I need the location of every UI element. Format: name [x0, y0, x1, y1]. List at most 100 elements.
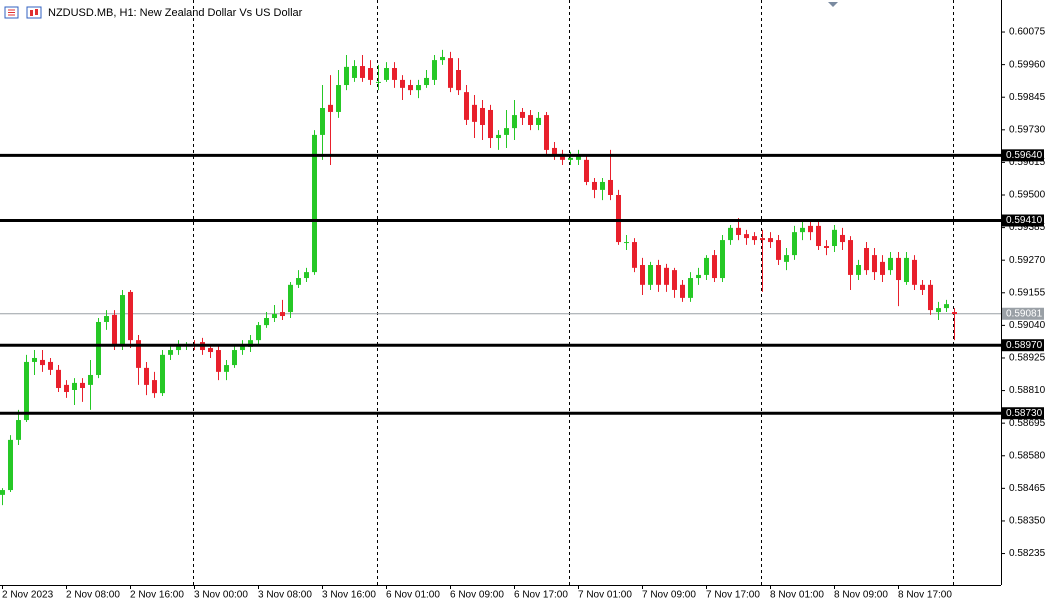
candle-body — [384, 68, 389, 80]
candle-body — [448, 58, 453, 88]
x-tick-label: 7 Nov 17:00 — [706, 590, 760, 601]
candle-body — [40, 359, 45, 366]
candle-body — [24, 361, 29, 421]
level-label-box — [1002, 214, 1044, 227]
candle-body — [232, 350, 237, 366]
candle-body — [832, 229, 837, 247]
x-tick-label: 2 Nov 08:00 — [66, 590, 120, 601]
candle-body — [560, 153, 565, 160]
candle-body — [88, 374, 93, 385]
candle-body — [56, 369, 61, 389]
candle-body — [408, 85, 413, 91]
candle-body — [736, 227, 741, 235]
candle-body — [272, 314, 277, 319]
candle-body — [304, 272, 309, 279]
candle-body — [488, 109, 493, 139]
y-tick-label: 0.58925 — [1009, 353, 1046, 364]
candle-body — [600, 181, 605, 190]
y-tick-label: 0.58350 — [1009, 516, 1046, 527]
level-label: 0.58970 — [1006, 340, 1043, 351]
candle-body — [344, 66, 349, 86]
x-tick-label: 6 Nov 01:00 — [386, 590, 440, 601]
candle-body — [528, 115, 533, 125]
candle-body — [552, 147, 557, 156]
candle-body — [128, 291, 133, 341]
y-tick-label: 0.58465 — [1009, 483, 1046, 494]
candle-body — [608, 179, 613, 195]
candle-body — [640, 265, 645, 285]
candle-body — [312, 134, 317, 273]
y-tick-label: 0.59960 — [1009, 59, 1046, 70]
candle-body — [944, 304, 949, 309]
candle-body — [424, 77, 429, 86]
x-tick-label: 7 Nov 01:00 — [578, 590, 632, 601]
candle-body — [728, 227, 733, 241]
y-tick-label: 0.59615 — [1009, 157, 1046, 168]
candle-body — [472, 104, 477, 122]
shift-marker — [828, 2, 838, 7]
level-label-box — [1002, 407, 1044, 420]
candle-body — [248, 340, 253, 347]
candle-body — [568, 157, 573, 160]
candle-body — [240, 344, 245, 351]
candle-body — [264, 318, 269, 326]
symbol-icons — [4, 6, 42, 19]
x-tick-label: 3 Nov 00:00 — [194, 590, 248, 601]
y-tick-label: 0.58580 — [1009, 450, 1046, 461]
y-tick-label: 0.59500 — [1009, 190, 1046, 201]
candle-body — [576, 155, 581, 160]
candle-body — [16, 420, 21, 440]
candle-body — [280, 312, 285, 317]
candle-body — [456, 70, 461, 91]
candle-body — [416, 85, 421, 91]
candle-body — [816, 225, 821, 247]
candle-body — [664, 267, 669, 285]
candle-body — [712, 255, 717, 279]
candle-body — [752, 236, 757, 241]
candle-body — [808, 225, 813, 233]
last-price-label: 0.59081 — [1006, 308, 1043, 319]
candle-body — [840, 234, 845, 243]
x-tick-label: 3 Nov 16:00 — [322, 590, 376, 601]
candle-body — [480, 107, 485, 125]
candle-body — [80, 382, 85, 389]
candle-body — [112, 314, 117, 345]
x-tick-label: 2 Nov 2023 — [2, 590, 54, 601]
candle-body — [784, 255, 789, 262]
candle-body — [656, 265, 661, 285]
candle-body — [920, 284, 925, 290]
y-tick-label: 0.59155 — [1009, 287, 1046, 298]
level-label-box — [1002, 149, 1044, 162]
candle-body — [288, 284, 293, 313]
candle-body — [584, 159, 589, 182]
candle-body — [64, 384, 69, 392]
x-tick-label: 6 Nov 09:00 — [450, 590, 504, 601]
candle-body — [856, 265, 861, 275]
candle-body — [744, 234, 749, 239]
candle-body — [760, 238, 765, 241]
candle-body — [32, 357, 37, 362]
candle-body — [520, 111, 525, 118]
candle-body — [792, 232, 797, 256]
candle-body — [432, 60, 437, 80]
candle-body — [696, 274, 701, 279]
candle-body — [648, 265, 653, 285]
candle-body — [496, 134, 501, 139]
candle-body — [160, 354, 165, 394]
level-label-box — [1002, 339, 1044, 352]
y-tick-label: 0.59270 — [1009, 255, 1046, 266]
candle-body — [8, 439, 13, 491]
candle-body — [360, 66, 365, 78]
candle-body — [800, 227, 805, 233]
candle-body — [864, 248, 869, 271]
candle-body — [672, 270, 677, 290]
candle-body — [768, 238, 773, 243]
candle-body — [96, 321, 101, 375]
candle-body — [400, 79, 405, 88]
candle-body — [896, 257, 901, 281]
candle-body — [936, 308, 941, 313]
y-tick-label: 0.59385 — [1009, 222, 1046, 233]
candle-body — [928, 284, 933, 311]
